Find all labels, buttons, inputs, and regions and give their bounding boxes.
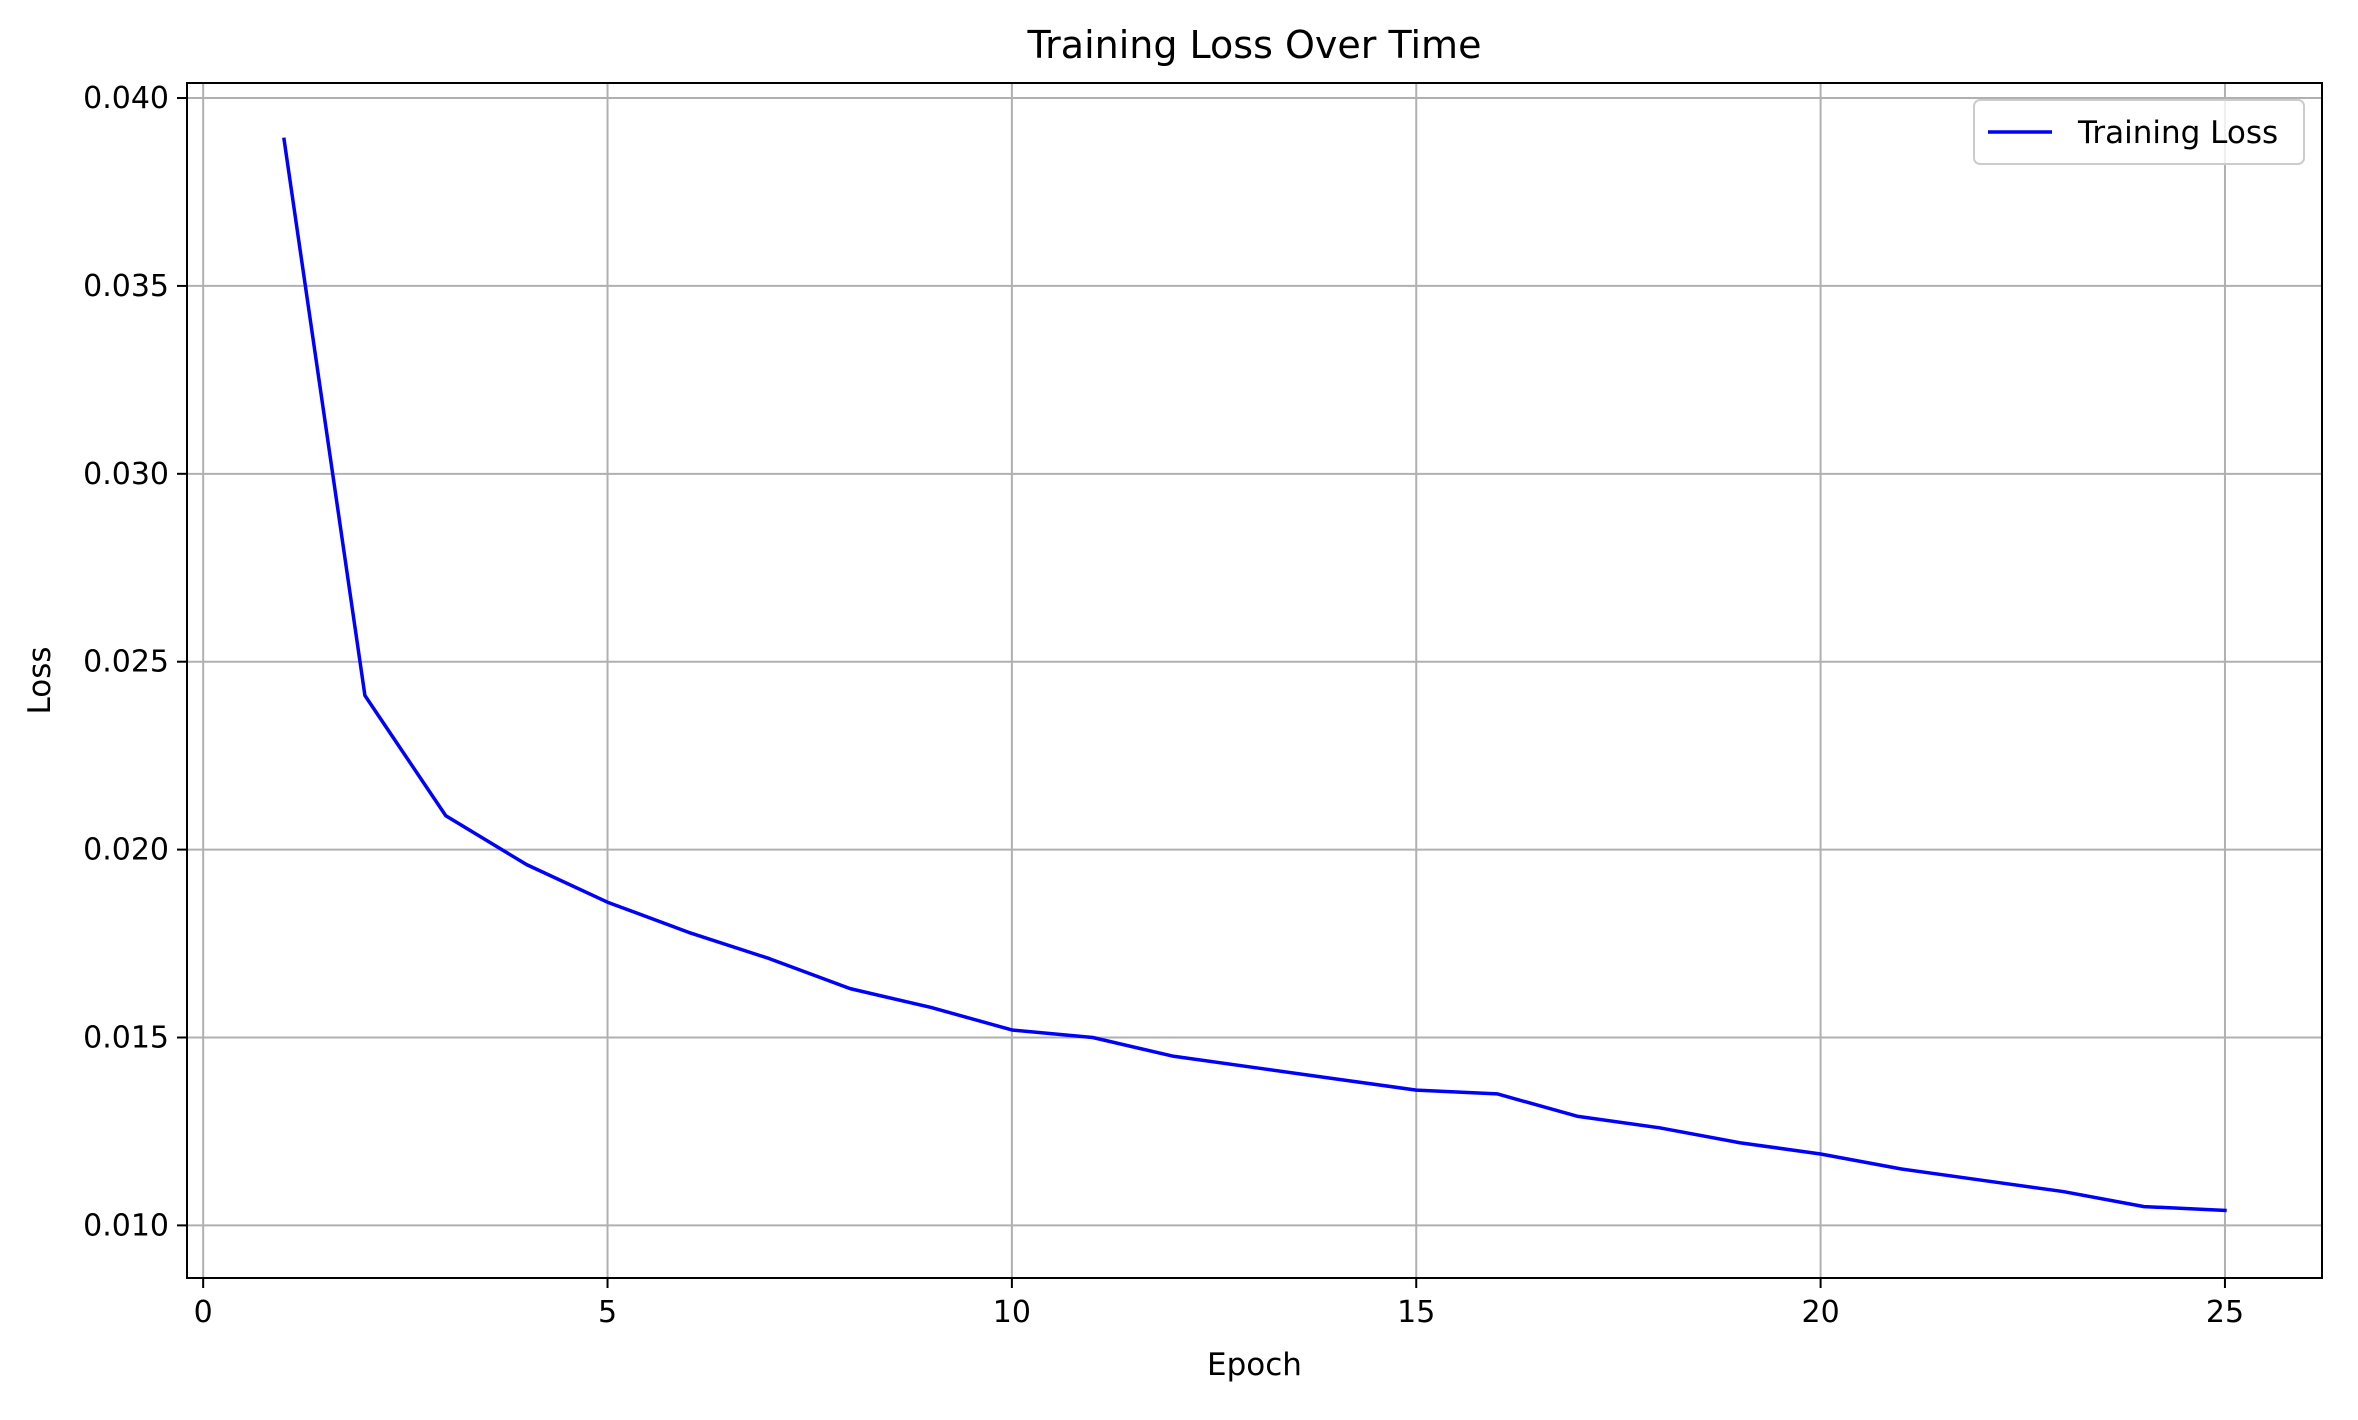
- x-tick-label: 15: [1397, 1295, 1435, 1330]
- y-axis-label: Loss: [22, 647, 58, 715]
- x-axis-label: Epoch: [1207, 1347, 1302, 1383]
- y-tick-label: 0.020: [83, 833, 169, 868]
- grid-lines: [187, 83, 2322, 1278]
- y-tick-label: 0.030: [83, 457, 169, 492]
- y-tick-label: 0.015: [83, 1020, 169, 1055]
- chart-title: Training Loss Over Time: [1027, 23, 1482, 67]
- legend-label-training-loss: Training Loss: [2077, 115, 2278, 151]
- series-line-training-loss: [282, 137, 2227, 1213]
- x-tick-label: 20: [1802, 1295, 1840, 1330]
- series-layer: [282, 137, 2227, 1213]
- x-tick-label: 25: [2206, 1295, 2244, 1330]
- y-tick-label: 0.010: [83, 1208, 169, 1243]
- y-axis: 0.010 0.015 0.020 0.025 0.030 0.035 0.040: [83, 81, 187, 1243]
- legend: Training Loss: [1973, 99, 2305, 165]
- x-tick-label: 0: [194, 1295, 213, 1330]
- x-axis: 0 5 10 15 20 25: [194, 1278, 2244, 1330]
- y-tick-label: 0.025: [83, 645, 169, 680]
- y-tick-label: 0.035: [83, 269, 169, 304]
- x-tick-label: 10: [993, 1295, 1031, 1330]
- axes-frame: [186, 82, 2323, 1279]
- y-tick-label: 0.040: [83, 81, 169, 116]
- x-tick-label: 5: [598, 1295, 617, 1330]
- legend-box: [1973, 99, 2305, 165]
